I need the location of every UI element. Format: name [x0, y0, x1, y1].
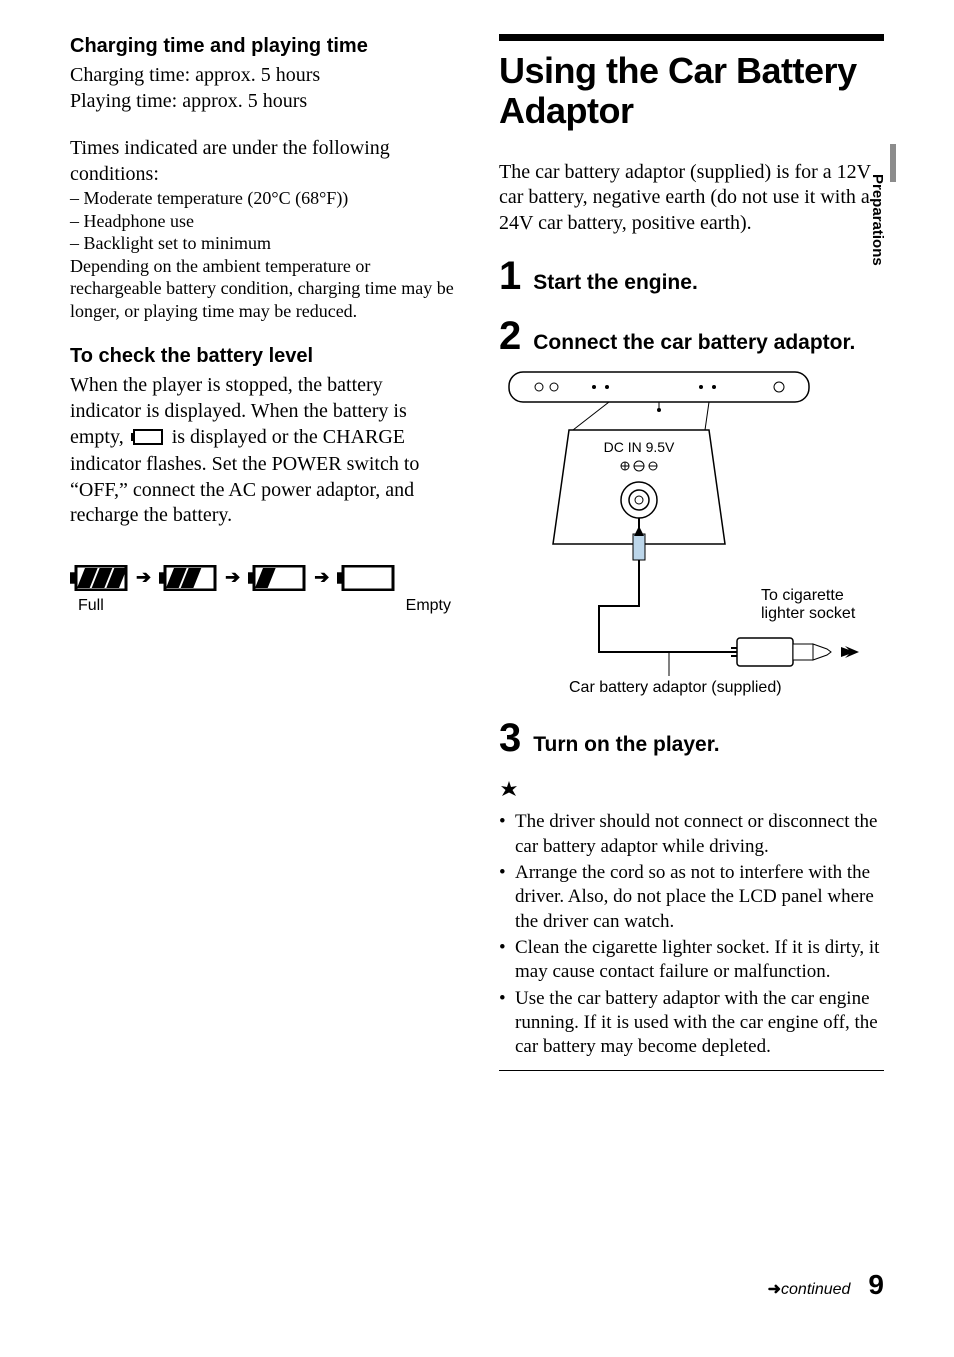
- conditions-intro: Times indicated are under the following …: [70, 136, 455, 187]
- svg-text:Car battery adaptor (supplied): Car battery adaptor (supplied): [569, 679, 782, 696]
- battery-icon: [337, 565, 395, 591]
- caution-icon: [499, 780, 884, 806]
- step-2-num: 2: [499, 316, 521, 356]
- connection-diagram: DC IN 9.5V To cigarettelighter socket Car …: [499, 356, 884, 714]
- step-1: 1 Start the engine.: [499, 256, 884, 296]
- arrow-icon: ➔: [136, 567, 151, 588]
- section-rule: [499, 34, 884, 41]
- check-battery-text: When the player is stopped, the battery …: [70, 373, 455, 529]
- caution-item: Clean the cigarette lighter socket. If i…: [499, 936, 884, 985]
- side-tab-mark: [890, 144, 896, 182]
- step-3-num: 3: [499, 718, 521, 758]
- heading-check-battery: To check the battery level: [70, 344, 455, 369]
- step-2: 2 Connect the car battery adaptor.: [499, 316, 884, 356]
- condition-3: – Backlight set to minimum: [70, 232, 455, 255]
- step-1-num: 1: [499, 256, 521, 296]
- continued-text: continued: [781, 1281, 850, 1298]
- right-column: Using the Car Battery Adaptor The car ba…: [495, 34, 884, 1071]
- battery-label-full: Full: [78, 597, 104, 615]
- svg-text:lighter socket: lighter socket: [761, 605, 856, 622]
- continued-arrow-icon: ➜: [768, 1281, 781, 1298]
- left-column: Charging time and playing time Charging …: [70, 34, 459, 1071]
- condition-2: – Headphone use: [70, 210, 455, 233]
- page-number: 9: [868, 1269, 884, 1301]
- battery-icon: [70, 565, 128, 591]
- battery-icon: [248, 565, 306, 591]
- battery-empty-inline-icon: [131, 427, 165, 453]
- heading-charging-time: Charging time and playing time: [70, 34, 455, 59]
- caution-item: The driver should not connect or disconn…: [499, 810, 884, 859]
- svg-text:DC IN 9.5V: DC IN 9.5V: [604, 439, 675, 455]
- footer: ➜continued 9: [768, 1269, 884, 1301]
- condition-note: Depending on the ambient temperature or …: [70, 255, 455, 323]
- svg-text:To cigarette: To cigarette: [761, 587, 844, 604]
- arrow-icon: ➔: [225, 567, 240, 588]
- playing-time-line: Playing time: approx. 5 hours: [70, 89, 455, 115]
- step-1-text: Start the engine.: [533, 270, 698, 295]
- charging-time-line: Charging time: approx. 5 hours: [70, 63, 455, 89]
- section-intro: The car battery adaptor (supplied) is fo…: [499, 160, 884, 237]
- step-3-text: Turn on the player.: [533, 732, 719, 757]
- caution-item: Arrange the cord so as not to interfere …: [499, 861, 884, 934]
- caution-divider: [499, 1070, 884, 1071]
- side-tab: Preparations: [868, 144, 890, 254]
- section-title: Using the Car Battery Adaptor: [499, 51, 884, 132]
- step-3: 3 Turn on the player.: [499, 718, 884, 758]
- arrow-icon: ➔: [314, 567, 329, 588]
- battery-indicator-labels: Full Empty: [70, 597, 455, 615]
- caution-item: Use the car battery adaptor with the car…: [499, 987, 884, 1060]
- battery-icon: [159, 565, 217, 591]
- condition-1: – Moderate temperature (20°C (68°F)): [70, 187, 455, 210]
- battery-label-empty: Empty: [406, 597, 451, 615]
- side-tab-label: Preparations: [869, 174, 886, 266]
- battery-indicator-row: ➔ ➔ ➔: [70, 565, 455, 591]
- continued-label: ➜continued: [768, 1279, 851, 1299]
- caution-list: The driver should not connect or disconn…: [499, 810, 884, 1059]
- step-2-text: Connect the car battery adaptor.: [533, 330, 855, 355]
